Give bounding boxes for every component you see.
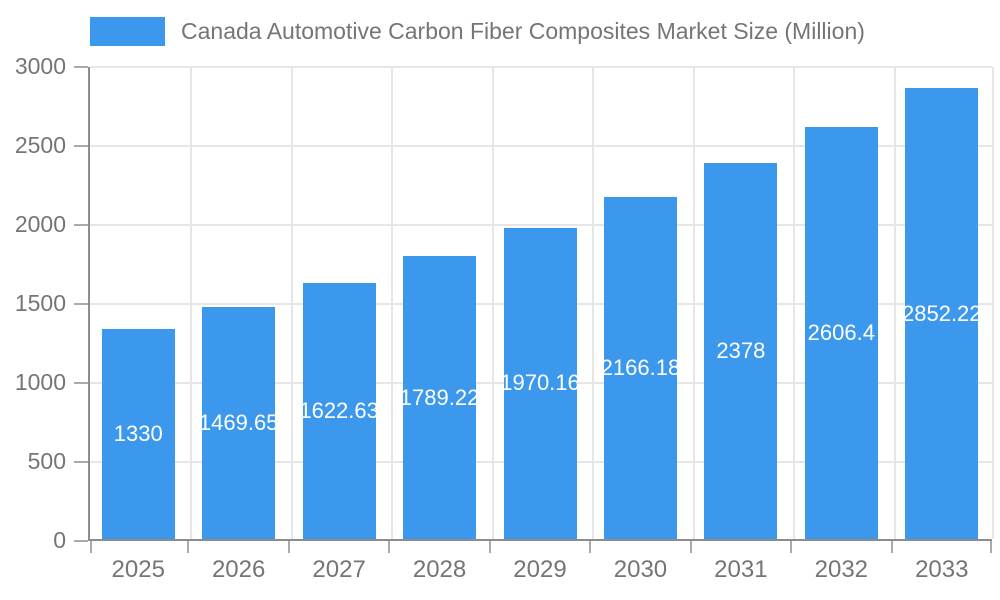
x-tick-mark: [187, 541, 190, 553]
x-tick-mark: [990, 541, 992, 553]
bar-value-label: 1970.16: [503, 370, 577, 396]
y-axis-tick-label: 1000: [14, 369, 66, 395]
v-gridline: [692, 67, 695, 539]
x-tick-mark: [90, 541, 92, 553]
bar-2027: 1622.63: [302, 282, 376, 539]
x-tick-mark: [388, 541, 391, 553]
bar-2029: 1970.16: [503, 227, 577, 539]
y-axis-tick-label: 500: [27, 448, 66, 474]
x-axis-tick-label: 2026: [211, 556, 266, 583]
bar-value-label: 2852.22: [905, 300, 979, 326]
v-gridline: [391, 67, 394, 539]
bar-2026: 1469.65: [202, 306, 276, 539]
y-tick-mark: [74, 461, 88, 463]
bar-2025: 1330: [101, 328, 175, 539]
y-tick-mark: [74, 303, 88, 305]
bar-value-label: 1622.63: [302, 397, 376, 423]
x-axis-tick-label: 2031: [714, 556, 768, 583]
x-axis-tick-label: 2025: [111, 556, 165, 583]
x-tick-mark: [488, 541, 491, 553]
x-tick-mark: [287, 541, 290, 553]
x-tick-mark: [589, 541, 592, 553]
legend-color-swatch: [90, 17, 165, 46]
x-axis-tick-label: 2032: [814, 556, 869, 583]
y-tick-mark: [74, 382, 88, 384]
x-tick-mark: [790, 541, 793, 553]
bar-value-label: 1469.65: [202, 409, 276, 435]
h-gridline: [90, 66, 992, 68]
y-axis-tick-label: 1500: [14, 290, 66, 316]
bar-value-label: 2166.18: [603, 354, 677, 380]
bar-value-label: 1330: [113, 420, 163, 446]
bar-value-label: 2378: [716, 338, 766, 364]
v-gridline: [290, 67, 293, 539]
bar-2028: 1789.22: [403, 256, 477, 539]
plot-area: 1330 1469.65 1622.63 1789.22 1970.16 2166.18 2…: [74, 66, 994, 553]
y-tick-mark: [74, 540, 88, 542]
y-axis-tick-label: 2000: [14, 211, 66, 237]
chart-legend[interactable]: Canada Automotive Carbon Fiber Composite…: [90, 17, 865, 46]
x-axis-labels: 2025 2026 2027 2028 2029 2030 2031 2032 2033: [88, 556, 992, 590]
bar-2031: 2378: [704, 163, 778, 539]
bar-2030: 2166.18: [603, 196, 677, 539]
x-tick-mark: [890, 541, 893, 553]
y-tick-mark: [74, 224, 88, 226]
y-axis-tick-label: 2500: [14, 132, 66, 158]
y-axis-tick-label: 3000: [14, 53, 66, 79]
y-tick-mark: [74, 145, 88, 147]
v-gridline: [893, 67, 896, 539]
chart-title: Canada Automotive Carbon Fiber Composite…: [181, 18, 865, 44]
x-axis-tick-label: 2027: [312, 556, 366, 583]
x-axis-tick-label: 2033: [915, 556, 969, 583]
bar-2033: 2852.22: [905, 88, 979, 539]
v-gridline: [793, 67, 796, 539]
h-gridline: [90, 145, 992, 147]
x-axis-tick-label: 2030: [613, 556, 668, 583]
x-axis-tick-label: 2029: [513, 556, 567, 583]
x-axis-tick-label: 2028: [412, 556, 467, 583]
bar-value-label: 1789.22: [403, 384, 477, 410]
y-tick-mark: [74, 66, 88, 68]
bar-value-label: 2606.4: [807, 320, 875, 346]
h-gridline: [90, 224, 992, 226]
bar-2032: 2606.4: [804, 127, 878, 539]
x-tick-mark: [689, 541, 692, 553]
y-axis-labels: 3000 2500 2000 1500 1000 500 0: [0, 0, 66, 600]
v-gridline: [190, 67, 193, 539]
v-gridline: [992, 67, 994, 539]
y-axis-tick-label: 0: [53, 527, 66, 553]
v-gridline: [592, 67, 595, 539]
v-gridline: [491, 67, 494, 539]
